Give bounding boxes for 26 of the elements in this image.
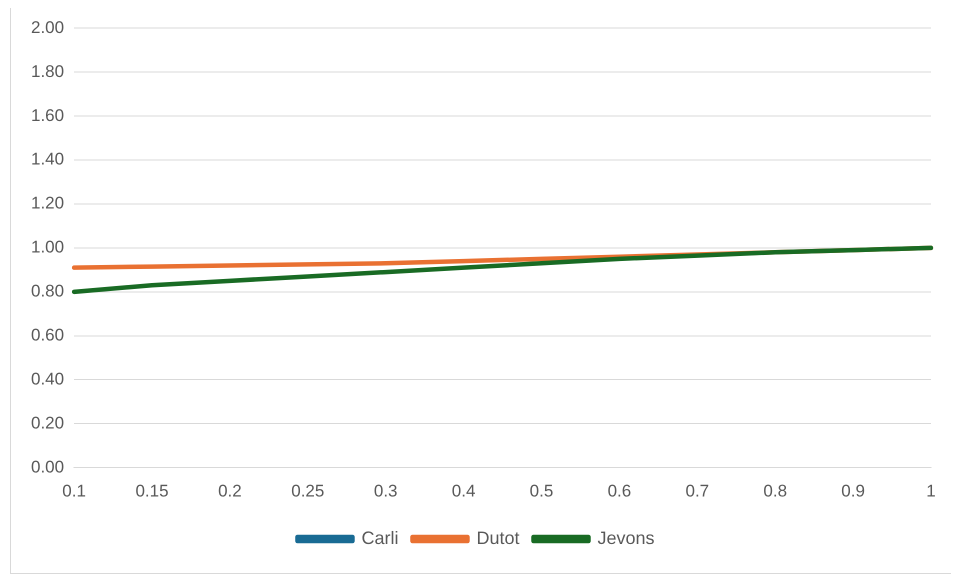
y-tick-label: 1.20 bbox=[30, 194, 64, 213]
x-tick-label: 0.9 bbox=[841, 481, 865, 500]
x-tick-label: 1 bbox=[926, 481, 936, 500]
y-tick-label: 2.00 bbox=[30, 18, 64, 37]
x-tick-label: 0.25 bbox=[291, 481, 324, 500]
y-tick-label: 1.60 bbox=[30, 106, 64, 125]
x-tick-label: 0.2 bbox=[218, 481, 242, 500]
x-tick-label: 0.6 bbox=[608, 481, 632, 500]
legend-label: Carli bbox=[361, 528, 398, 548]
x-tick-label: 0.1 bbox=[62, 481, 86, 500]
y-tick-label: 0.60 bbox=[30, 325, 64, 344]
y-tick-label: 0.80 bbox=[30, 282, 64, 301]
y-tick-label: 0.40 bbox=[30, 369, 64, 388]
x-tick-label: 0.4 bbox=[452, 481, 476, 500]
x-tick-label: 0.8 bbox=[763, 481, 788, 500]
x-tick-label: 0.3 bbox=[374, 481, 398, 500]
y-tick-label: 1.40 bbox=[30, 150, 64, 169]
x-tick-label: 0.7 bbox=[685, 481, 710, 500]
y-tick-label: 0.00 bbox=[30, 457, 64, 476]
x-tick-label: 0.15 bbox=[135, 481, 169, 500]
y-tick-label: 1.00 bbox=[30, 238, 64, 257]
y-tick-label: 1.80 bbox=[30, 62, 64, 81]
legend-label: Jevons bbox=[597, 528, 655, 548]
legend-label: Dutot bbox=[476, 528, 520, 548]
y-tick-label: 0.20 bbox=[30, 413, 64, 432]
x-tick-label: 0.5 bbox=[530, 481, 554, 500]
